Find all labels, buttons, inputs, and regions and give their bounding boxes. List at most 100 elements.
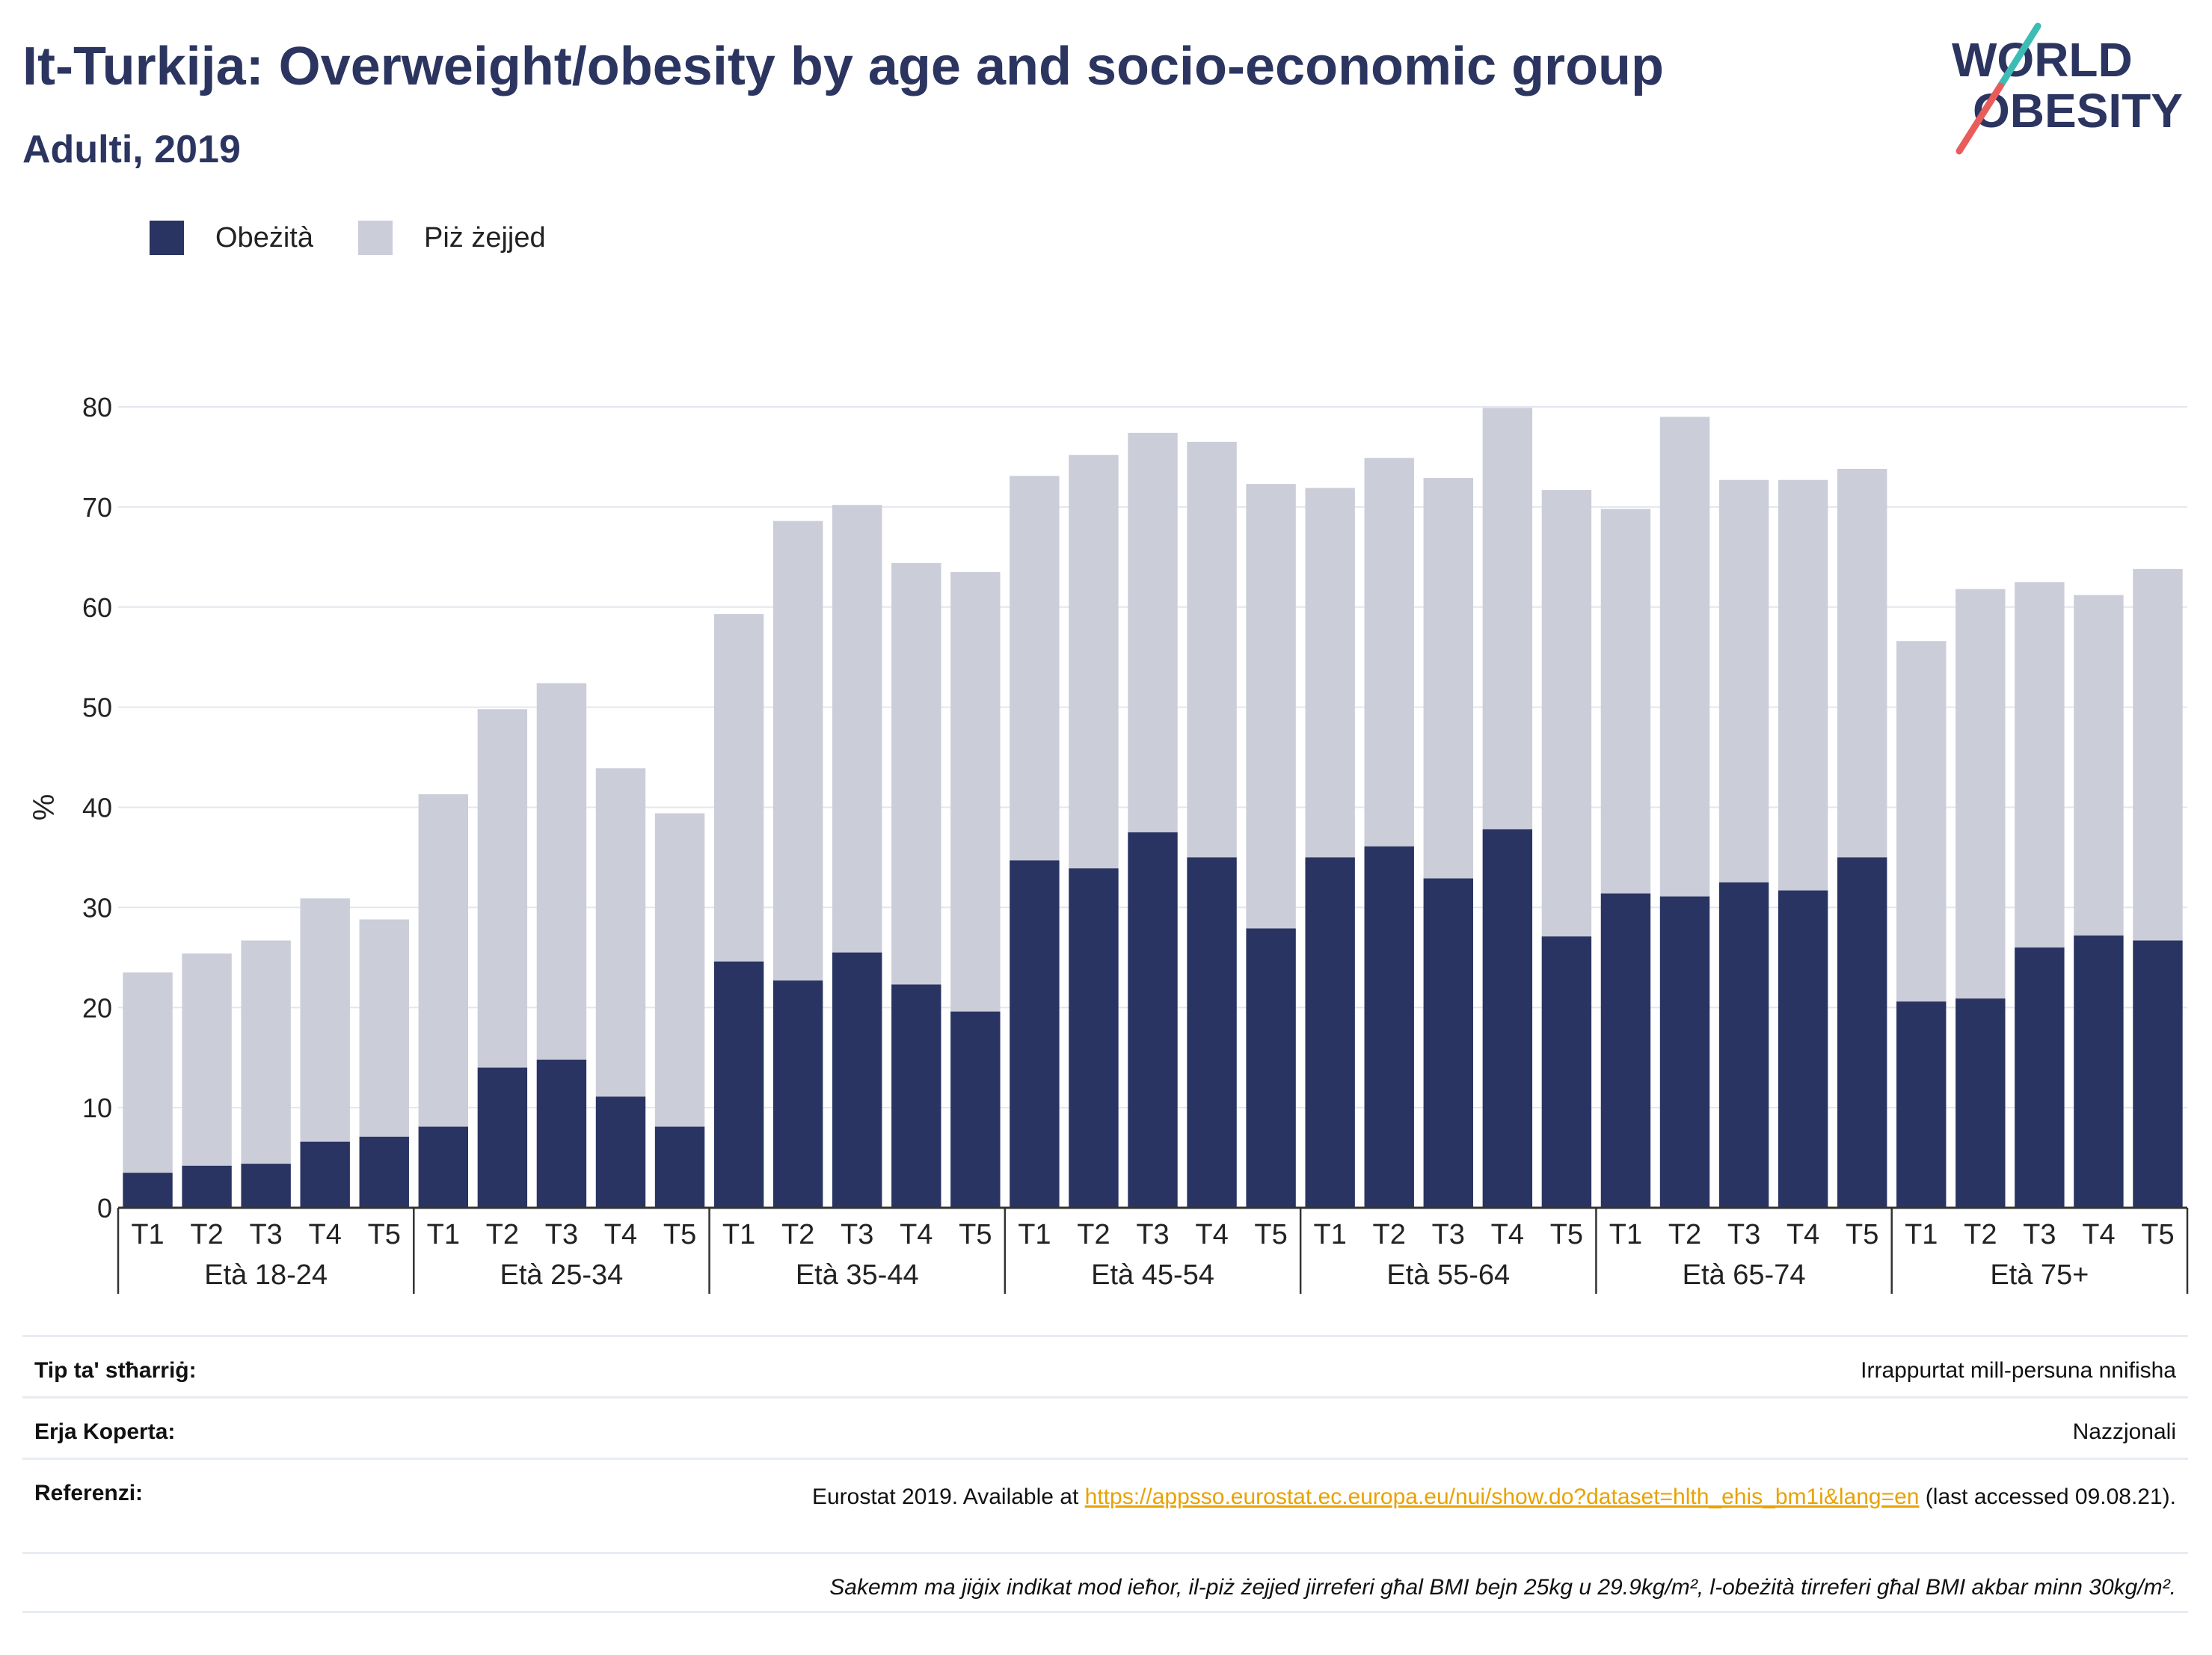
- metadata-table: Tip ta' stħarriġ: Irrappurtat mill-persu…: [22, 1335, 2188, 1613]
- bar-overweight: [1956, 589, 2006, 999]
- bar-obesity: [182, 1165, 232, 1208]
- bar-obesity: [2015, 947, 2065, 1208]
- bar-obesity: [1718, 882, 1769, 1208]
- group-label: Età 35-44: [796, 1259, 919, 1291]
- reference-value: Eurostat 2019. Available at https://apps…: [812, 1481, 2188, 1514]
- x-tick-label: T5: [368, 1219, 401, 1250]
- x-tick-label: T4: [1491, 1219, 1524, 1250]
- bar-obesity: [123, 1173, 173, 1208]
- x-tick-label: T1: [131, 1219, 164, 1250]
- x-tick-label: T1: [722, 1219, 755, 1250]
- reference-suffix: (last accessed 09.08.21).: [1919, 1484, 2176, 1509]
- bar-overweight: [1246, 484, 1296, 929]
- bar-overweight: [477, 709, 528, 1068]
- meta-row-survey: Tip ta' stħarriġ: Irrappurtat mill-persu…: [22, 1335, 2188, 1396]
- x-tick-label: T4: [900, 1219, 933, 1250]
- bar-obesity: [832, 952, 882, 1208]
- bar-obesity: [1659, 896, 1710, 1208]
- legend-label-overweight: Piż żejjed: [423, 221, 546, 254]
- bar-overweight: [2015, 582, 2065, 948]
- bar-obesity: [1956, 998, 2006, 1208]
- y-tick-label: 10: [82, 1093, 112, 1123]
- x-tick-label: T3: [2023, 1219, 2056, 1250]
- x-tick-label: T3: [249, 1219, 282, 1250]
- bar-obesity: [1187, 857, 1237, 1208]
- bar-overweight: [950, 571, 1001, 1012]
- bar-overweight: [654, 813, 705, 1127]
- x-tick-label: T2: [781, 1219, 814, 1250]
- x-tick-label: T5: [2141, 1219, 2174, 1250]
- bar-obesity: [2074, 935, 2124, 1208]
- bar-obesity: [1482, 829, 1533, 1208]
- x-tick-label: T5: [1846, 1219, 1878, 1250]
- stacked-bar-chart: 0 10 20 30 40 50 60 70 80% T1 T2 T3 T4 T5 T1 T2 T3 T4 T5 T1…: [28, 392, 2189, 1294]
- x-tick-label: T5: [663, 1219, 696, 1250]
- bar-overweight: [891, 562, 941, 985]
- x-tick-label: T3: [1136, 1219, 1169, 1250]
- y-tick-label: 60: [82, 592, 112, 623]
- bar-obesity: [1896, 1001, 1947, 1208]
- group-label: Età 18-24: [204, 1259, 328, 1291]
- reference-prefix: Eurostat 2019. Available at: [811, 1484, 1085, 1509]
- bar-overweight: [832, 505, 882, 953]
- coverage-label: Erja Koperta:: [34, 1419, 176, 1444]
- bar-obesity: [418, 1126, 469, 1208]
- x-tick-label: T1: [1609, 1219, 1642, 1250]
- bar-obesity: [950, 1011, 1001, 1208]
- x-tick-label: T4: [1787, 1219, 1819, 1250]
- x-tick-label: T1: [1313, 1219, 1346, 1250]
- group-label: Età 75+: [1990, 1259, 2089, 1291]
- bar-obesity: [1541, 936, 1592, 1208]
- bar-obesity: [595, 1096, 646, 1208]
- definition-note: Sakemm ma jiġix indikat mod ieħor, il-pi…: [829, 1575, 2176, 1600]
- legend-swatch-obesity: [150, 221, 184, 255]
- bar-obesity: [477, 1067, 528, 1208]
- y-tick-label: 30: [82, 892, 112, 923]
- bar-overweight: [1364, 458, 1414, 847]
- bar-overweight: [595, 768, 646, 1097]
- bar-overweight: [1482, 408, 1533, 829]
- bar-obesity: [241, 1164, 291, 1208]
- bar-obesity: [891, 984, 941, 1208]
- bar-obesity: [1128, 832, 1178, 1208]
- x-tick-label: T5: [1254, 1219, 1287, 1250]
- x-tick-label: T2: [1668, 1219, 1701, 1250]
- bar-overweight: [1128, 432, 1178, 832]
- bar-overweight: [300, 898, 350, 1142]
- bar-obesity: [713, 961, 764, 1208]
- bar-overweight: [182, 953, 232, 1166]
- reference-link[interactable]: https://appsso.eurostat.ec.europa.eu/nui…: [1084, 1484, 1920, 1509]
- bar-obesity: [772, 980, 823, 1208]
- x-tick-label: T3: [1432, 1219, 1465, 1250]
- bar-obesity: [1010, 860, 1060, 1208]
- x-tick-label: T4: [1195, 1219, 1228, 1250]
- y-axis-label: %: [28, 794, 61, 821]
- chart-subtitle: Adulti, 2019: [22, 128, 241, 171]
- logo-slash-red: [1956, 82, 2004, 155]
- x-tick-label: T3: [545, 1219, 578, 1250]
- logo-line2: OBESITY: [1973, 84, 2183, 138]
- bar-obesity: [1778, 890, 1828, 1208]
- x-tick-label: T2: [486, 1219, 519, 1250]
- group-label: Età 45-54: [1091, 1259, 1214, 1291]
- x-tick-label: T5: [1550, 1219, 1583, 1250]
- chart-title: It-Turkija: Overweight/obesity by age an…: [22, 37, 1665, 96]
- bar-overweight: [1778, 479, 1828, 891]
- x-tick-label: T1: [427, 1219, 460, 1250]
- bar-obesity: [300, 1141, 350, 1208]
- x-tick-label: T2: [1964, 1219, 1997, 1250]
- bar-overweight: [772, 521, 823, 981]
- bar-overweight: [2133, 568, 2183, 941]
- bar-overweight: [1423, 478, 1473, 879]
- bar-overweight: [1718, 479, 1769, 882]
- bar-overweight: [1305, 488, 1355, 858]
- logo-line1: WORLD: [1952, 33, 2133, 87]
- legend-item-obesity[interactable]: Obeżità: [150, 221, 313, 255]
- x-tick-label: T4: [604, 1219, 637, 1250]
- x-tick-label: T5: [959, 1219, 992, 1250]
- group-label: Età 65-74: [1683, 1259, 1806, 1291]
- x-tick-label: T1: [1018, 1219, 1051, 1250]
- y-tick-label: 20: [82, 992, 112, 1023]
- legend-item-overweight[interactable]: Piż żejjed: [357, 221, 546, 255]
- bar-overweight: [713, 614, 764, 962]
